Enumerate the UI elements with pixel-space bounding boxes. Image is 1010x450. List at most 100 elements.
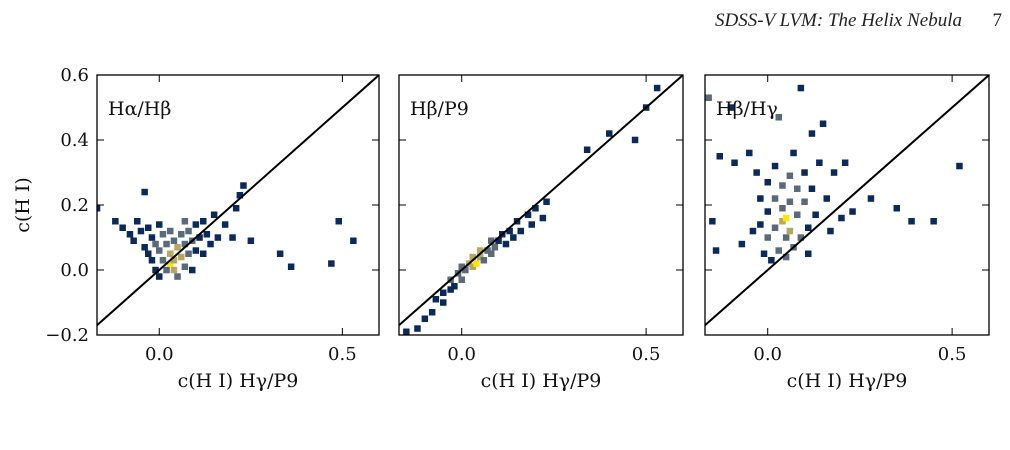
density-cell [181,263,189,270]
density-cell [698,127,705,134]
x-axis-label: c(H I) Hγ/P9 [481,370,602,392]
density-cell [462,266,469,274]
density-cell [502,240,510,248]
density-cell [156,221,163,228]
density-cell [447,286,454,293]
density-cell [181,218,189,225]
density-cell [746,149,753,157]
density-cell [786,198,794,205]
density-cell [631,136,639,144]
density-cell [506,227,513,235]
density-cell [178,253,185,261]
density-cell [469,263,476,270]
density-cell [90,241,97,248]
density-cell [775,114,782,121]
density-cell [712,247,720,254]
density-cell [491,244,499,251]
density-cell [451,283,458,290]
density-cell [458,263,465,270]
density-cell [775,247,782,254]
density-cell [185,227,192,235]
density-cell [276,250,284,257]
density-cell [808,185,816,192]
plot-area [90,75,379,326]
density-cell [738,240,746,248]
density-cell [247,237,255,244]
density-cell [428,309,436,316]
density-cell [97,205,101,212]
x-tick-label: 0.5 [328,344,357,365]
density-cell [838,214,845,222]
one-to-one-line [705,75,989,327]
density-cell [240,182,247,189]
density-cell [214,234,222,241]
density-cell [779,182,786,189]
density-cell [170,266,178,274]
density-cell [163,266,170,274]
density-cell [167,250,174,257]
density-cell [137,227,145,235]
density-cell [458,276,465,283]
density-cell [156,273,163,280]
density-cell [174,273,181,280]
x-tick-label: 0.0 [145,344,174,365]
density-cell [432,296,440,303]
density-cell [476,253,484,261]
density-cell [768,257,775,264]
density-cell [532,205,539,212]
density-cell [510,234,517,241]
density-cell [819,120,827,127]
density-cell [200,218,207,225]
density-cell [543,198,550,205]
density-cell [403,328,410,335]
density-cell [421,315,429,322]
density-cell [130,237,137,244]
density-cell [757,221,764,228]
density-cell [823,195,830,202]
density-cell [827,227,834,235]
density-cell [148,234,156,241]
density-cell [782,214,790,222]
density-cell [112,218,119,225]
y-tick-label: 0.6 [60,65,89,86]
density-cell [145,224,152,231]
density-cell [328,260,335,267]
density-cell [606,130,613,137]
density-cell [440,299,447,306]
density-cell [207,240,214,248]
density-cell [167,260,174,267]
density-cell [930,218,937,225]
density-cell [440,289,447,296]
panel-2: 0.0 0.5 Hβ/P9 c(H I) Hγ/P9 [398,74,684,392]
density-cell [716,153,723,160]
page-header: SDSS-V LVM: The Helix Nebula 7 [0,0,1010,40]
density-cell [350,237,357,244]
density-cell [141,188,148,196]
density-cell [801,169,808,176]
density-cell [134,218,141,225]
one-to-one-line [399,75,683,327]
density-cell [801,198,808,205]
density-cell [524,211,532,218]
density-cell [782,253,790,261]
density-cell [203,231,211,238]
density-cell [469,253,476,261]
density-cell [200,250,207,257]
density-cell [484,247,491,254]
x-axis-label: c(H I) Hγ/P9 [787,370,908,392]
density-cell [196,234,203,241]
density-cell [170,257,178,264]
plot-area [698,75,989,327]
density-cell [797,84,805,92]
density-cell [181,240,189,248]
density-cell [805,250,812,257]
density-cell [812,211,819,218]
density-cell [287,263,295,270]
density-cell [908,218,915,225]
plot-area [399,75,683,335]
density-cell [790,149,797,157]
density-cell [849,208,856,215]
one-to-one-line [97,75,379,326]
density-cell [480,257,488,264]
